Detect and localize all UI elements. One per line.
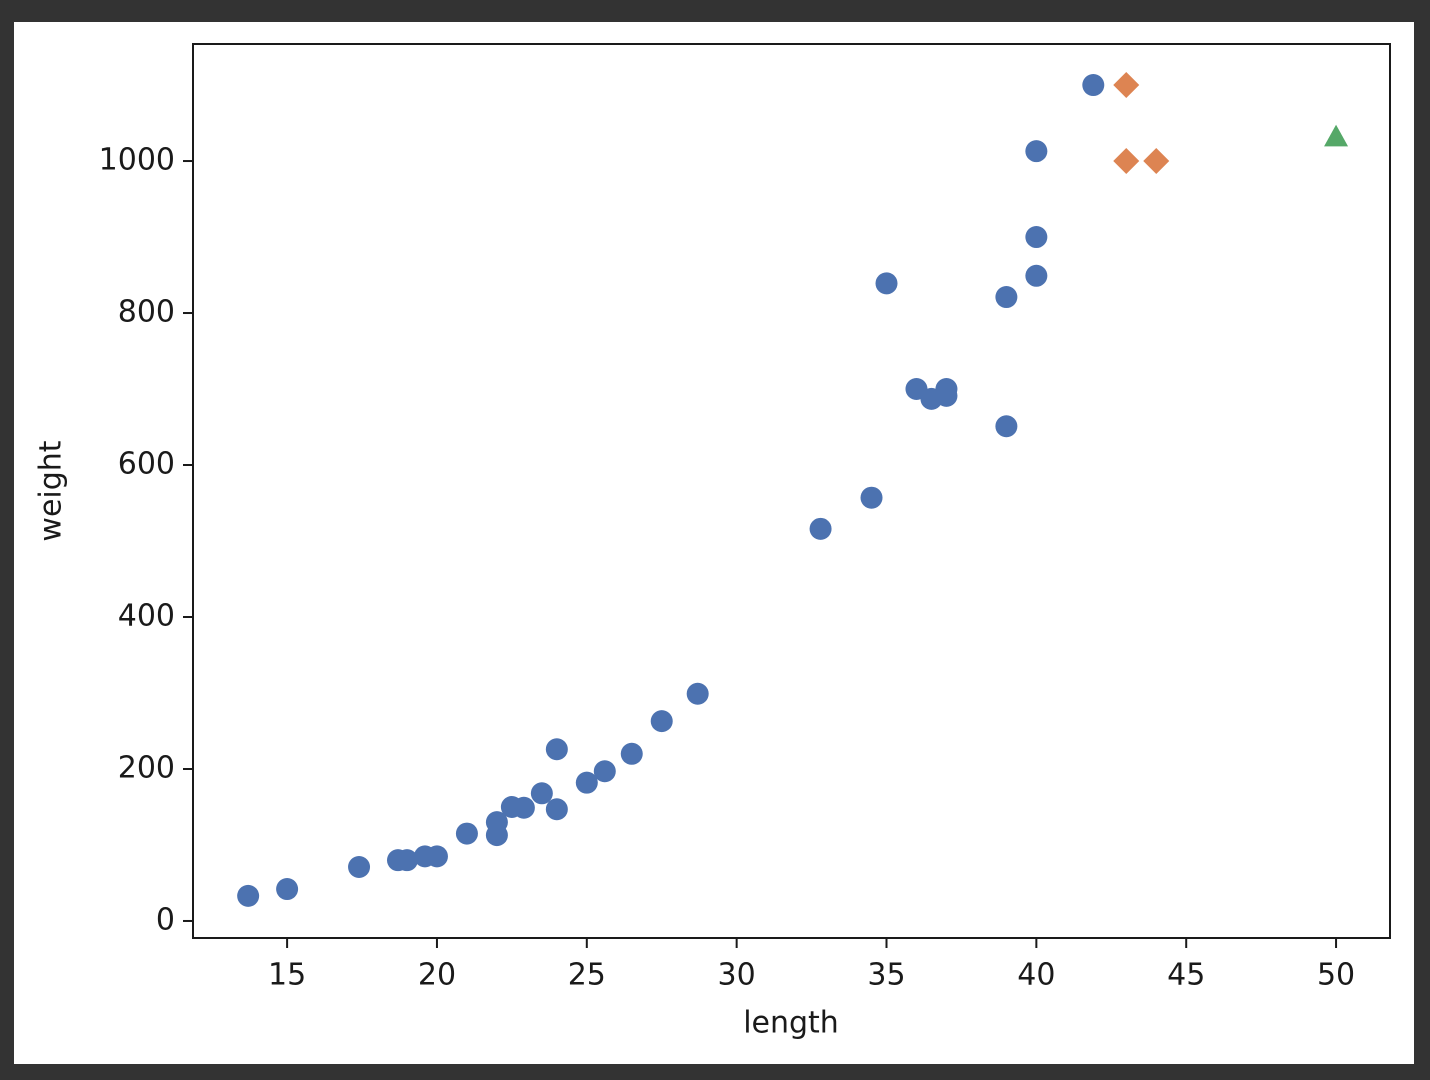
data-point [395, 849, 418, 872]
data-point [1113, 148, 1140, 175]
data-point [1324, 124, 1349, 147]
y-tick-label: 400 [118, 598, 175, 633]
data-point [348, 856, 371, 879]
data-point [1143, 148, 1170, 175]
data-point [935, 384, 958, 407]
x-tick-label: 30 [718, 958, 756, 993]
data-point [237, 884, 260, 907]
data-point [650, 710, 673, 733]
y-tick-label: 200 [118, 750, 175, 785]
data-point [593, 760, 616, 783]
plot-content [237, 72, 1349, 907]
x-tick-label: 20 [418, 958, 456, 993]
data-point [530, 782, 553, 805]
data-point [455, 822, 478, 845]
data-point [1113, 72, 1140, 99]
data-point [575, 771, 598, 794]
data-point [276, 878, 299, 901]
data-point [995, 415, 1018, 438]
figure-background [14, 22, 1414, 1064]
x-tick-label: 15 [268, 958, 306, 993]
y-tick-label: 1000 [99, 143, 175, 178]
data-point [686, 682, 709, 705]
x-tick-label: 45 [1167, 958, 1205, 993]
data-point [545, 798, 568, 821]
data-point [875, 272, 898, 295]
x-tick-label: 50 [1317, 958, 1355, 993]
data-point [545, 738, 568, 761]
x-axis-label: length [743, 1006, 839, 1041]
data-point [809, 517, 832, 540]
x-tick-label: 25 [568, 958, 606, 993]
data-point [1025, 140, 1048, 163]
x-tick-label: 35 [867, 958, 905, 993]
y-tick-label: 600 [118, 447, 175, 482]
data-point [1082, 74, 1105, 97]
data-point [425, 845, 448, 868]
data-point [860, 486, 883, 509]
data-point [1025, 226, 1048, 249]
y-tick-label: 0 [156, 902, 175, 937]
data-point [512, 796, 535, 819]
data-point [485, 824, 508, 847]
data-point [620, 742, 643, 765]
data-point [995, 286, 1018, 309]
y-axis-label: weight [34, 440, 69, 541]
plot-frame [192, 43, 1391, 939]
y-tick-label: 800 [118, 295, 175, 330]
x-tick-label: 40 [1017, 958, 1055, 993]
data-point [1025, 264, 1048, 287]
